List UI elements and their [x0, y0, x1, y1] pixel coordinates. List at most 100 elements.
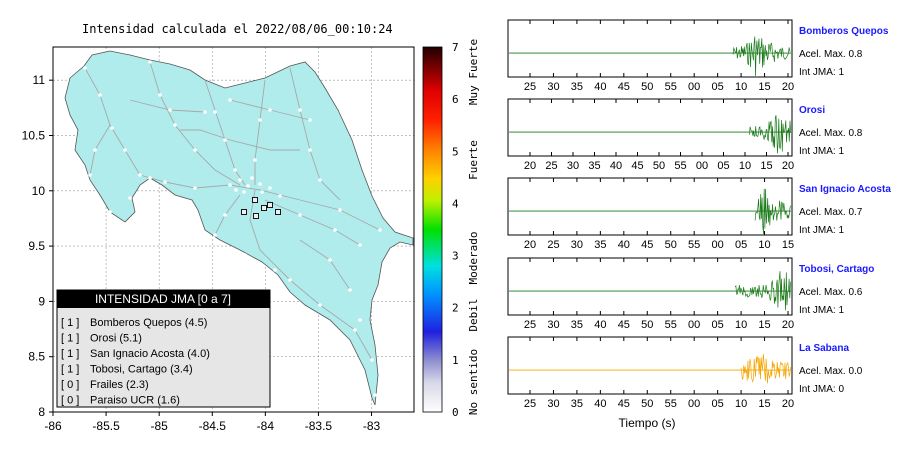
town-dot — [348, 288, 352, 292]
map-title: Intensidad calculada el 2022/08/06_00:10… — [82, 22, 393, 36]
map-frame — [52, 46, 415, 413]
trace-station-name: Bomberos Quepos — [799, 26, 889, 37]
trace-tick-label: 55 — [665, 319, 677, 331]
trace-tick-label: 45 — [618, 398, 630, 410]
station-marker — [275, 209, 281, 215]
trace-tick-label: 55 — [688, 239, 700, 251]
town-dot — [110, 126, 114, 130]
town-dot — [168, 108, 172, 112]
colorbar: 7 6 5 4 3 2 1 0 Muy Fuerte Fuerte Moderado Debil No… — [422, 39, 480, 419]
trace-tick-label: 50 — [641, 319, 653, 331]
legend-item-label: Frailes (2.3) — [90, 379, 149, 391]
trace-tick-label: 05 — [712, 398, 724, 410]
town-dot — [268, 108, 272, 112]
legend-item-code: [ 1 ] — [61, 348, 79, 360]
colorbar-tick-label: 1 — [452, 354, 459, 367]
map-y-tick-label: 9.5 — [28, 239, 45, 253]
trace-tick-label: 15 — [782, 239, 794, 251]
trace-int-jma: Int JMA: 1 — [799, 67, 844, 78]
town-dot — [193, 186, 197, 190]
trace-acel-max: Acel. Max. 0.7 — [799, 207, 863, 218]
trace-waveform — [740, 353, 791, 384]
trace-tick-label: 30 — [567, 160, 579, 172]
town-dot — [234, 188, 238, 192]
town-dot — [213, 233, 217, 237]
trace-tick-label: 35 — [588, 160, 600, 172]
map-y-tick-label: 8.5 — [28, 350, 45, 364]
trace-tick-label: 45 — [631, 160, 643, 172]
trace-tick-label: 55 — [674, 160, 686, 172]
map-y-axis: 11 10.5 10 9.5 9 8.5 8 — [22, 73, 53, 419]
town-dot — [228, 98, 232, 102]
map-y-tick-label: 8 — [38, 405, 45, 419]
trace-tick-label: 40 — [618, 239, 630, 251]
colorbar-category-label: No sentido — [467, 349, 480, 415]
town-dot — [138, 173, 142, 177]
colorbar-tick-label: 7 — [452, 41, 459, 54]
trace-tick-label: 50 — [641, 81, 653, 93]
trace-tick-label: 00 — [712, 239, 724, 251]
trace-panels: 25 30 35 40 45 50 55 00 05 10 15 20 Bomberos Quepos A… — [507, 19, 891, 410]
town-dot — [260, 190, 264, 194]
trace-tick-label: 10 — [735, 398, 747, 410]
legend-item-label: Tobosi, Cartago (3.4) — [90, 364, 193, 376]
map-x-axis: -86 -85.5 -85 -84.5 -84 -83.5 -83 — [44, 412, 381, 433]
legend-item-code: [ 1 ] — [61, 364, 79, 376]
town-dot — [108, 210, 112, 214]
map-x-tick-label: -86 — [44, 419, 62, 433]
legend-item-label: Orosi (5.1) — [90, 333, 142, 345]
trace-tick-label: 15 — [758, 398, 770, 410]
trace-tick-label: 20 — [782, 81, 794, 93]
town-dot — [373, 393, 377, 397]
colorbar-category-label: Fuerte — [467, 140, 480, 180]
town-dot — [203, 110, 207, 114]
town-dot — [242, 190, 246, 194]
trace-tick-label: 05 — [712, 319, 724, 331]
town-dot — [378, 228, 382, 232]
trace-station-name: San Ignacio Acosta — [799, 184, 891, 195]
map-x-tick-label: -84.5 — [199, 419, 227, 433]
trace-tick-label: 20 — [782, 160, 794, 172]
trace-tick-label: 20 — [782, 319, 794, 331]
town-dot — [238, 178, 242, 182]
trace-panel: 25 30 35 40 45 50 55 00 05 10 15 20 Tobosi, Cartago A… — [507, 257, 874, 331]
station-markers — [241, 197, 281, 219]
town-dot — [98, 93, 102, 97]
trace-waveform — [734, 271, 791, 311]
colorbar-category-label: Moderado — [467, 232, 480, 285]
trace-tick-label: 55 — [665, 81, 677, 93]
trace-tick-label: 35 — [594, 239, 606, 251]
town-markers — [83, 60, 382, 397]
town-dot — [148, 176, 152, 180]
town-dot — [253, 158, 257, 162]
trace-int-jma: Int JMA: 1 — [799, 305, 844, 316]
town-dot — [213, 110, 217, 114]
trace-tick-label: 50 — [641, 398, 653, 410]
town-dot — [288, 278, 292, 282]
trace-tick-label: 05 — [712, 81, 724, 93]
town-dot — [246, 184, 250, 188]
colorbar-tick-label: 2 — [452, 302, 459, 315]
trace-tick-label: 30 — [547, 398, 559, 410]
colorbar-tick-label: 4 — [452, 197, 459, 210]
trace-tick-label: 00 — [688, 319, 700, 331]
trace-tick-label: 10 — [735, 81, 747, 93]
town-dot — [278, 194, 282, 198]
trace-panel: 25 30 35 40 45 50 55 00 05 10 15 20 La Sabana Acel. M… — [507, 336, 863, 410]
town-dot — [128, 196, 132, 200]
trace-panel: 20 25 30 35 40 45 50 55 00 05 10 15 San Ignacio Acos… — [507, 177, 891, 251]
trace-tick-label: 50 — [665, 239, 677, 251]
legend-items: [ 1 ] Bomberos Quepos (4.5) [ 1 ] Orosi (5.… — [61, 317, 210, 407]
map-x-tick-label: -84 — [257, 419, 275, 433]
trace-tick-label: 00 — [688, 81, 700, 93]
town-dot — [193, 148, 197, 152]
colorbar-category-label: Debil — [467, 298, 480, 331]
trace-tick-label: 25 — [524, 319, 536, 331]
map-panel: -86 -85.5 -85 -84.5 -84 -83.5 -83 11 10.5 10 9.5 9… — [22, 46, 415, 433]
town-dot — [223, 138, 227, 142]
town-dot — [273, 268, 277, 272]
legend-item-code: [ 1 ] — [61, 317, 79, 329]
trace-tick-label: 55 — [665, 398, 677, 410]
map-x-tick-label: -85 — [151, 419, 169, 433]
town-dot — [243, 253, 247, 257]
